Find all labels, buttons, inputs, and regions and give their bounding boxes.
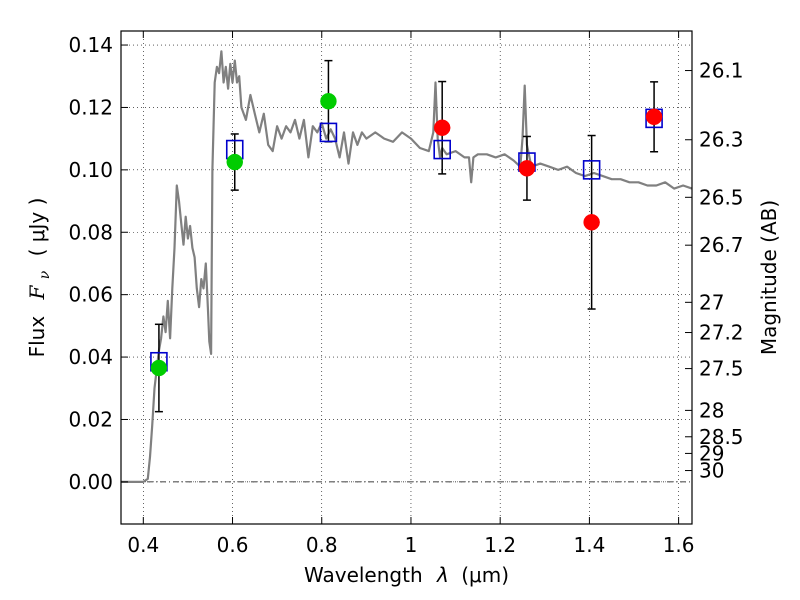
right-tick-label: 28.5 (699, 425, 744, 449)
y-tick-label: 0.00 (68, 470, 113, 494)
y-axis-unit: ( μJy ) (25, 198, 49, 257)
x-tick-label: 1.4 (573, 533, 605, 557)
right-tick-label: 30 (699, 459, 724, 483)
optical-flux-point (226, 153, 244, 171)
y-tick-label: 0.04 (68, 345, 113, 369)
right-tick-label: 27.2 (699, 321, 744, 345)
model-photometry-markers (150, 108, 663, 372)
y-axis-title: Flux F ν ( μJy ) (25, 198, 54, 358)
x-tick-label: 0.4 (127, 533, 159, 557)
y-tick-label: 0.10 (68, 158, 113, 182)
model-photometry-square (433, 139, 451, 160)
x-tick-label: 1.2 (484, 533, 516, 557)
right-tick-label: 26.7 (699, 233, 744, 257)
axis-ticks (121, 31, 692, 524)
x-tick-label: 1 (405, 533, 418, 557)
right-tick-label: 28 (699, 398, 724, 422)
x-tick-label: 1.6 (663, 533, 695, 557)
nir-flux-point (645, 108, 663, 126)
right-axis-title: Magnitude (AB) (757, 200, 781, 355)
y-tick-label: 0.06 (68, 283, 113, 307)
right-tick-label: 27.5 (699, 357, 744, 381)
y-tick-label: 0.12 (68, 95, 113, 119)
right-tick-label: 29 (699, 441, 724, 465)
optical-flux-point (150, 359, 168, 377)
nir-flux-point (583, 214, 600, 231)
y-axis-symbol: F (25, 284, 49, 300)
y-axis-title-text: Flux (25, 316, 49, 358)
y-axis-symbol-subscript: ν (37, 270, 53, 279)
optical-flux-point (320, 92, 337, 110)
error-bars (154, 59, 659, 413)
plot-frame (120, 30, 693, 525)
nir-flux-point (433, 119, 451, 136)
y-tick-label: 0.02 (68, 407, 113, 431)
model-photometry-square (582, 160, 601, 180)
x-axis-title-text: Wavelength (304, 563, 423, 587)
x-axis-title: Wavelength λ (μm) (304, 563, 509, 587)
x-axis-unit: (μm) (461, 563, 509, 587)
right-tick-label: 26.1 (699, 59, 744, 83)
observed-photometry-markers (150, 92, 663, 377)
tick-labels: 0.4 0.6 0.8 1 1.2 1.4 1.6 0.00 0.02 0.04 0.06 0.08 0… (68, 33, 743, 557)
nir-flux-point (518, 160, 536, 177)
y-tick-label: 0.14 (68, 33, 113, 57)
x-axis-symbol: λ (436, 563, 449, 587)
y-tick-label: 0.08 (68, 220, 113, 244)
right-tick-label: 27 (699, 290, 724, 314)
x-tick-label: 0.8 (306, 533, 338, 557)
model-photometry-square (319, 122, 338, 143)
model-spectrum-line (121, 50, 693, 483)
right-tick-label: 26.3 (699, 128, 744, 152)
right-tick-label: 26.5 (699, 185, 744, 209)
x-tick-label: 0.6 (217, 533, 249, 557)
